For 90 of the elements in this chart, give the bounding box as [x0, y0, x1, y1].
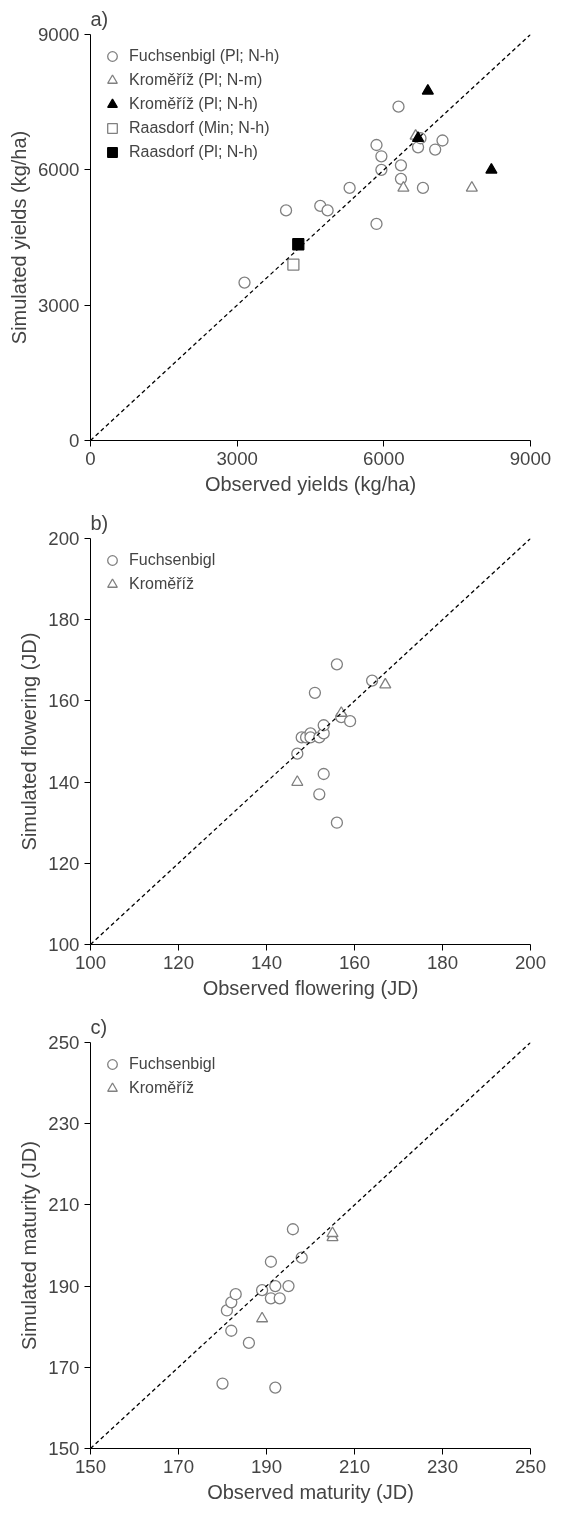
point	[269, 1279, 282, 1293]
x-tick-label: 160	[338, 951, 371, 973]
point	[326, 1226, 339, 1238]
legend-label: Fuchsenbigl (Pl; N-h)	[129, 47, 280, 65]
x-tick-label: 6000	[363, 447, 405, 469]
x-tick-label: 3000	[216, 447, 258, 469]
legend-label: Raasdorf (Pl; N-h)	[129, 143, 258, 161]
point	[255, 1311, 269, 1323]
x-tick-label: 230	[426, 1455, 459, 1477]
point	[394, 159, 408, 172]
y-tick-label: 210	[48, 1194, 80, 1216]
point	[317, 767, 330, 781]
x-tick-label: 180	[426, 951, 459, 973]
y-tick-label: 6000	[38, 159, 80, 181]
x-tick-label: 210	[338, 1455, 371, 1477]
point	[429, 143, 442, 156]
x-tick-label: 140	[250, 951, 283, 973]
point	[365, 674, 379, 687]
x-tick-label: 0	[85, 447, 96, 469]
point	[370, 138, 383, 152]
point	[394, 172, 408, 185]
point	[465, 180, 478, 192]
point	[379, 677, 392, 689]
point	[295, 1251, 308, 1264]
y-tick-label: 230	[48, 1113, 80, 1135]
point	[269, 1381, 282, 1394]
point	[291, 747, 304, 760]
y-axis-title: Simulated flowering (JD)	[18, 632, 41, 851]
point	[282, 1279, 295, 1293]
x-axis-title: Observed flowering (JD)	[202, 976, 419, 999]
point	[330, 658, 344, 671]
y-tick-label: 250	[48, 1032, 80, 1053]
y-tick-label: 170	[48, 1356, 80, 1378]
chart-title: b)	[90, 511, 109, 534]
point	[292, 238, 305, 251]
point	[416, 181, 430, 195]
legend-label: Kroměříž	[129, 1079, 194, 1097]
point	[229, 1288, 242, 1301]
y-tick-label: 190	[48, 1275, 80, 1297]
y-axis-title: Simulated maturity (JD)	[18, 1141, 41, 1350]
y-tick-label: 120	[48, 852, 80, 874]
chart-title: c)	[90, 1015, 108, 1038]
point	[225, 1324, 238, 1337]
point	[216, 1377, 229, 1390]
y-tick-label: 180	[48, 609, 80, 631]
legend-label: Kroměříž (Pl; N-h)	[129, 95, 258, 113]
point	[436, 134, 449, 147]
y-tick-label: 3000	[38, 294, 80, 316]
point	[242, 1336, 256, 1350]
y-tick-label: 160	[48, 690, 80, 712]
point	[287, 258, 300, 271]
y-tick-label: 0	[69, 430, 80, 451]
y-axis-title: Simulated yields (kg/ha)	[8, 130, 30, 345]
legend-label: Fuchsenbigl	[129, 1055, 216, 1073]
legend-label: Kroměříž	[129, 575, 194, 593]
chart-title: a)	[90, 7, 109, 30]
point	[330, 816, 344, 829]
x-tick-label: 250	[514, 1455, 547, 1477]
point	[255, 1284, 269, 1297]
point	[421, 83, 434, 95]
point	[485, 162, 498, 174]
point	[291, 775, 304, 786]
point	[264, 1255, 278, 1268]
x-tick-label: 120	[162, 951, 195, 973]
y-tick-label: 140	[48, 771, 80, 793]
legend-label: Kroměříž (Pl; N-m)	[129, 71, 263, 89]
point	[343, 715, 357, 728]
point	[308, 686, 322, 699]
x-tick-label: 200	[514, 951, 547, 973]
x-axis-title: Observed yields (kg/ha)	[204, 472, 417, 495]
x-tick-label: 9000	[509, 447, 552, 469]
point	[317, 719, 330, 732]
y-tick-label: 200	[48, 528, 80, 549]
point	[313, 788, 326, 801]
legend-label: Fuchsenbigl	[129, 551, 216, 569]
point	[370, 217, 383, 231]
point	[286, 1223, 300, 1236]
point	[397, 180, 410, 192]
point	[273, 1292, 286, 1305]
point	[375, 150, 388, 163]
point	[238, 276, 251, 289]
point	[343, 181, 356, 195]
point	[321, 204, 334, 217]
point	[392, 100, 405, 113]
x-tick-label: 170	[162, 1455, 195, 1477]
point	[279, 204, 293, 217]
x-axis-title: Observed maturity (JD)	[207, 1480, 414, 1503]
x-tick-label: 190	[250, 1455, 283, 1477]
legend-label: Raasdorf (Min; N-h)	[129, 119, 270, 137]
y-tick-label: 9000	[38, 24, 80, 45]
